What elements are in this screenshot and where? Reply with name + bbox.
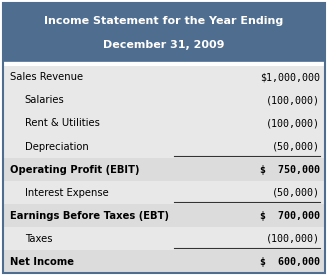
Text: (100,000): (100,000) [266,95,320,105]
Bar [3,61,325,66]
Text: Operating Profit (EBIT): Operating Profit (EBIT) [10,164,139,174]
Text: $  750,000: $ 750,000 [260,164,320,174]
Bar [3,227,325,250]
Text: (50,000): (50,000) [272,188,320,198]
Text: Rent & Utilities: Rent & Utilities [25,118,99,129]
Text: $  600,000: $ 600,000 [260,257,320,267]
Text: (100,000): (100,000) [266,234,320,244]
Bar [3,204,325,227]
Bar [3,66,325,89]
Text: Net Income: Net Income [10,257,74,267]
Bar [3,135,325,158]
Text: $  700,000: $ 700,000 [260,211,320,221]
Bar [3,250,325,273]
Text: (50,000): (50,000) [272,142,320,152]
Bar [3,3,325,61]
Bar [3,158,325,181]
Text: Earnings Before Taxes (EBT): Earnings Before Taxes (EBT) [10,211,169,221]
Bar [3,112,325,135]
Text: $1,000,000: $1,000,000 [260,72,320,83]
Text: Taxes: Taxes [25,234,52,244]
Text: Interest Expense: Interest Expense [25,188,108,198]
Text: Salaries: Salaries [25,95,64,105]
Text: Sales Revenue: Sales Revenue [10,72,83,83]
Text: December 31, 2009: December 31, 2009 [103,40,225,50]
Text: Income Statement for the Year Ending: Income Statement for the Year Ending [44,16,284,26]
Text: (100,000): (100,000) [266,118,320,129]
Bar [3,181,325,204]
Text: Depreciation: Depreciation [25,142,88,152]
Bar [3,89,325,112]
